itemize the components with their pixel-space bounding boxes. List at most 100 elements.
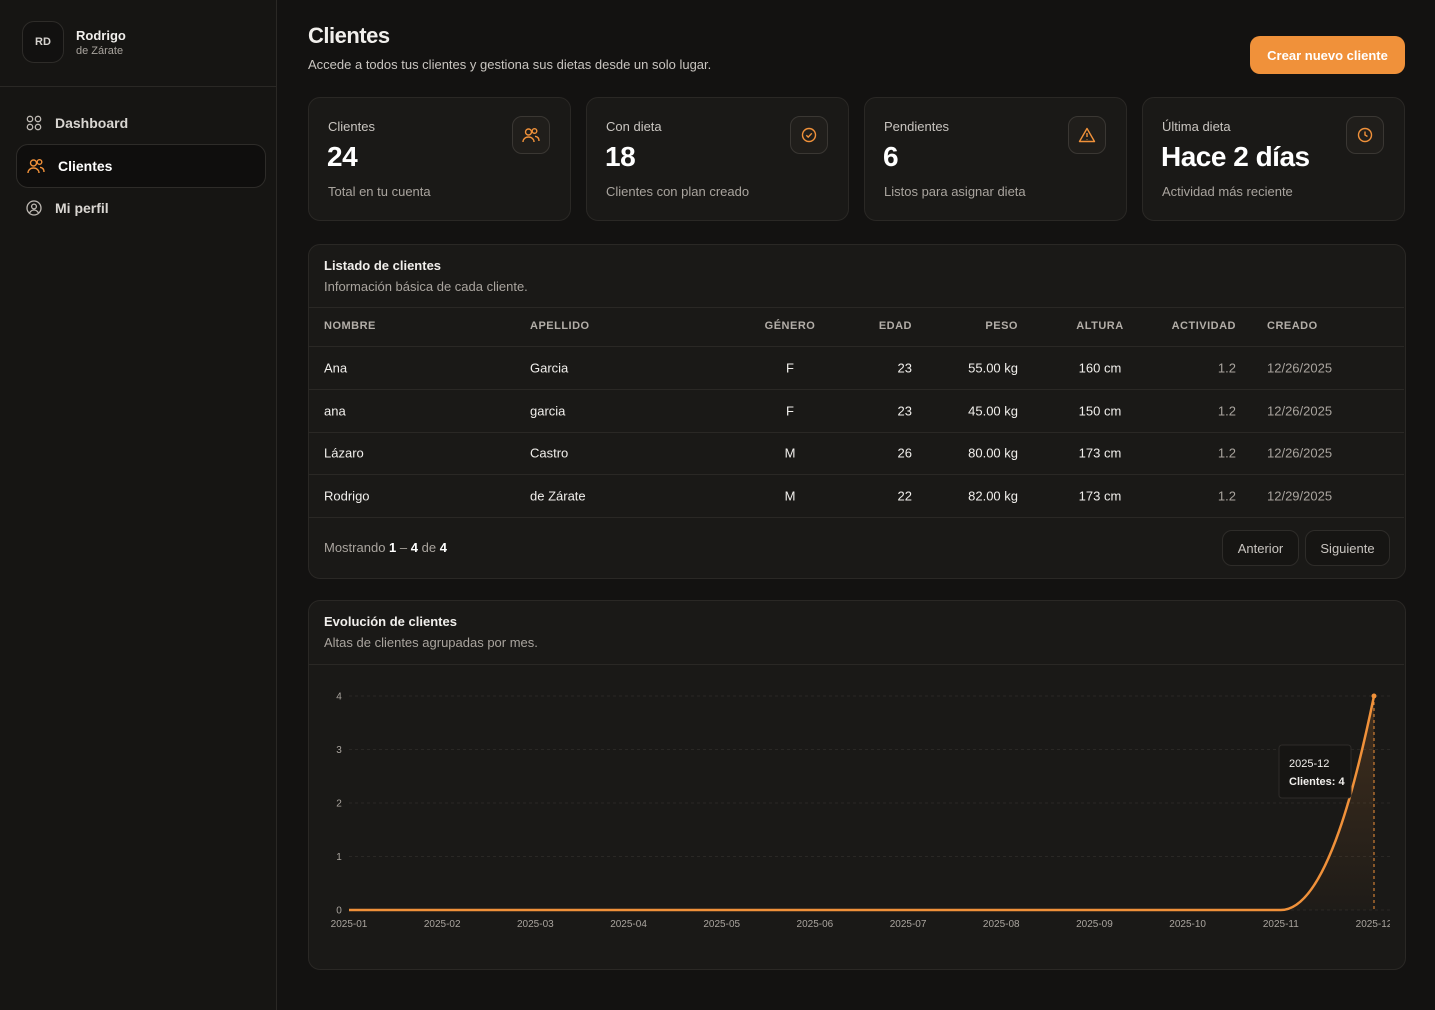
table-cell: 1.2	[1217, 360, 1236, 376]
nav-label: Mi perfil	[55, 200, 109, 216]
sidebar: RD Rodrigo de Zárate Dashboard Clientes …	[0, 0, 277, 1010]
table-cell: M	[784, 445, 796, 461]
table-cell: Ana	[324, 360, 348, 376]
stat-label: Última dieta	[1162, 119, 1231, 134]
table-cell: 1.2	[1217, 488, 1236, 504]
number: 4	[410, 540, 418, 555]
table-cell: 82.00 kg	[968, 488, 1018, 504]
y-tick-label: 0	[336, 906, 342, 917]
chart-title: Evolución de clientes	[324, 614, 457, 629]
icon	[522, 128, 540, 143]
icon	[26, 200, 42, 216]
user-surname: de Zárate	[76, 45, 124, 57]
stat-icon	[1346, 116, 1384, 154]
column-header: NOMBRE	[324, 320, 376, 332]
table-cell: 55.00 kg	[968, 360, 1018, 376]
column-header: PESO	[985, 320, 1018, 332]
line	[348, 695, 1376, 912]
user-name: Rodrigo	[76, 28, 126, 43]
table-cell: 12/26/2025	[1267, 403, 1333, 419]
icon	[801, 127, 817, 143]
stat-label: Clientes	[328, 119, 375, 134]
nav-item[interactable]: Dashboard	[16, 102, 264, 144]
avatar: RD	[22, 21, 64, 63]
text: de	[421, 540, 437, 555]
stat-note: Total en tu cuenta	[328, 184, 431, 199]
column-header: EDAD	[878, 320, 912, 332]
y-tick-label: 1	[336, 852, 342, 863]
table-cell: 23	[897, 360, 912, 376]
icon	[1357, 127, 1373, 143]
number: 1	[389, 540, 397, 555]
table-cell: Lázaro	[324, 445, 364, 461]
table-cell: de Zárate	[530, 488, 586, 504]
tooltip	[1278, 744, 1352, 799]
divider	[309, 346, 1404, 347]
stat-note: Listos para asignar dieta	[884, 184, 1026, 199]
x-tick-label: 2025-06	[797, 919, 834, 930]
divider	[309, 431, 1404, 433]
point	[1371, 693, 1377, 699]
table-cell: 22	[897, 488, 912, 504]
x-axis: 2025-01 2025-02 2025-03 2025-04 2025-05 2025-…	[331, 919, 1393, 930]
table-cell: 150 cm	[1078, 403, 1122, 419]
tooltip-text: Clientes: 4	[1289, 776, 1346, 788]
y-tick-label: 2	[336, 799, 342, 810]
divider	[309, 389, 1404, 390]
table-cell: F	[786, 360, 794, 376]
table-subtitle: Información básica de cada cliente.	[324, 279, 528, 294]
icon	[27, 159, 45, 174]
divider	[309, 664, 1404, 665]
table-cell: 1.2	[1217, 445, 1236, 461]
table-title: Listado de clientes	[324, 258, 442, 273]
table-cell: 12/29/2025	[1267, 488, 1333, 504]
icon	[26, 115, 42, 131]
column-header: GÉNERO	[764, 320, 816, 332]
stat-icon	[790, 116, 828, 154]
nav-item[interactable]: Mi perfil	[16, 187, 264, 229]
next-button[interactable]: Siguiente	[1305, 530, 1390, 566]
prev-button[interactable]: Anterior	[1222, 530, 1299, 566]
x-tick-label: 2025-08	[983, 919, 1020, 930]
table-cell: 160 cm	[1078, 360, 1122, 376]
create-button[interactable]: Crear nuevo cliente	[1250, 36, 1405, 74]
stat-value: 18	[605, 141, 636, 172]
table-cell: Rodrigo	[324, 488, 370, 504]
stat-icon	[512, 116, 550, 154]
divider	[309, 307, 1404, 308]
pagination-info: Mostrando 1 – 4 de 4	[324, 540, 447, 555]
table-cell: 173 cm	[1078, 488, 1122, 504]
stat-label: Con dieta	[606, 119, 662, 134]
stat-note: Clientes con plan creado	[606, 184, 750, 199]
divider	[309, 516, 1404, 518]
x-tick-label: 2025-10	[1169, 919, 1206, 930]
area-fill	[1280, 696, 1374, 910]
table-cell: 12/26/2025	[1267, 445, 1333, 461]
table-cell: 26	[897, 445, 912, 461]
icon	[1078, 127, 1096, 143]
table-cell: garcia	[530, 403, 566, 419]
x-tick-label: 2025-03	[517, 919, 554, 930]
page-title: Clientes	[308, 23, 390, 48]
table-cell: 173 cm	[1078, 445, 1122, 461]
column-header: ACTIVIDAD	[1171, 320, 1236, 332]
table-cell: 1.2	[1217, 403, 1236, 419]
text: Mostrando	[324, 540, 386, 555]
page-subtitle: Accede a todos tus clientes y gestiona s…	[308, 57, 712, 72]
stat-label: Pendientes	[884, 119, 950, 134]
table-cell: 80.00 kg	[968, 445, 1018, 461]
stat-value: Hace 2 días	[1161, 141, 1310, 172]
nav-label: Dashboard	[55, 115, 129, 131]
table-cell: ana	[324, 403, 346, 419]
table-cell: 45.00 kg	[968, 403, 1018, 419]
x-tick-label: 2025-12	[1356, 919, 1393, 930]
column-header: CREADO	[1267, 320, 1318, 332]
text: –	[399, 540, 408, 555]
x-tick-label: 2025-07	[890, 919, 927, 930]
nav-item-active[interactable]: Clientes	[16, 144, 266, 188]
chart-subtitle: Altas de clientes agrupadas por mes.	[324, 635, 538, 650]
table-cell: 12/26/2025	[1267, 360, 1333, 376]
x-tick-label: 2025-05	[703, 919, 740, 930]
table-cell: Garcia	[530, 360, 569, 376]
